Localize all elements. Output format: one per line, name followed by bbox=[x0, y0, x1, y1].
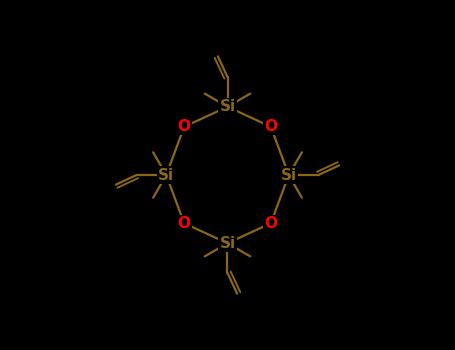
Text: O: O bbox=[178, 216, 191, 231]
Text: Si: Si bbox=[281, 168, 297, 182]
Text: O: O bbox=[264, 119, 277, 134]
Text: O: O bbox=[264, 216, 277, 231]
Text: Si: Si bbox=[219, 99, 236, 114]
Text: Si: Si bbox=[158, 168, 174, 182]
Text: Si: Si bbox=[219, 236, 236, 251]
Text: O: O bbox=[178, 119, 191, 134]
